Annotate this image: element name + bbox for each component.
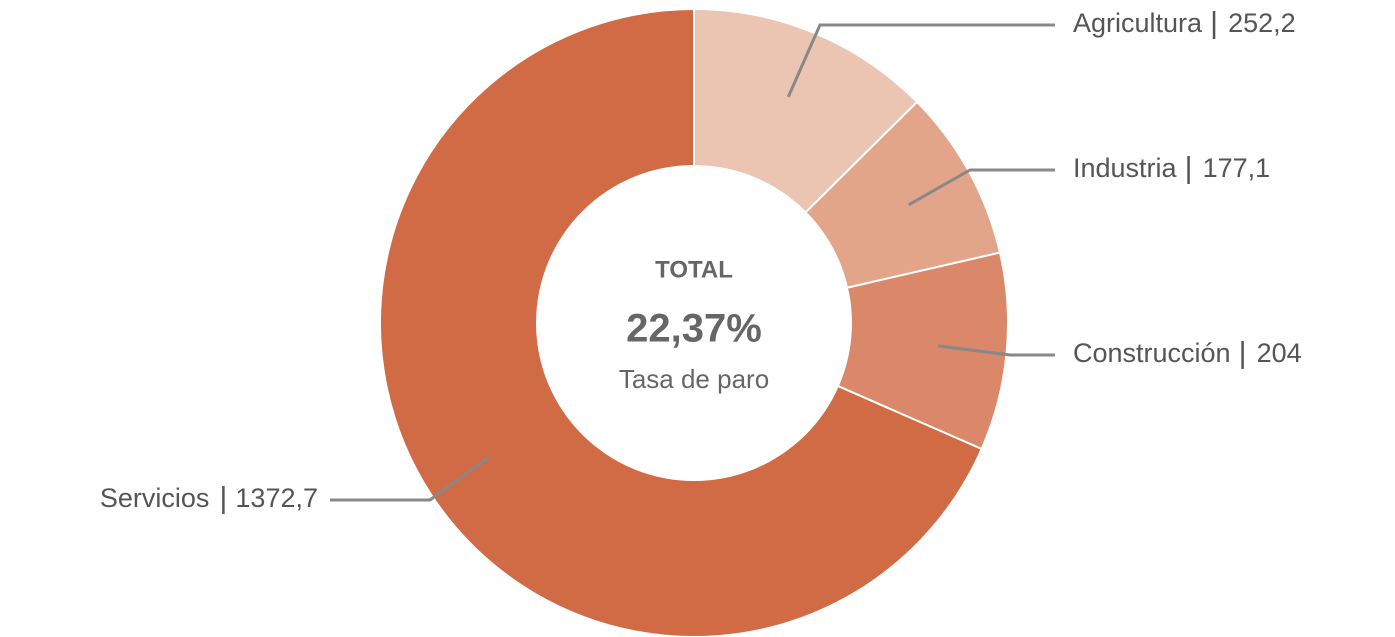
data-label: 204 <box>1257 338 1302 368</box>
label-name: Servicios <box>100 483 210 513</box>
leader-line <box>907 168 1055 207</box>
data-label: 1372,7 <box>235 483 318 513</box>
label-name: Industria <box>1073 153 1178 183</box>
center-subtitle: Tasa de paro <box>619 364 769 394</box>
slices <box>379 7 1009 637</box>
leader-line <box>786 23 1055 98</box>
leader-line <box>937 344 1055 357</box>
center-value: 22,37% <box>626 307 762 351</box>
label-name: Construcción <box>1073 338 1231 368</box>
label-name: Agricultura <box>1073 8 1203 38</box>
center-title: TOTAL <box>655 256 733 283</box>
data-label: 177,1 <box>1203 153 1271 183</box>
data-label: 252,2 <box>1228 8 1296 38</box>
donut-hole <box>536 165 852 481</box>
leader-line <box>330 455 490 502</box>
